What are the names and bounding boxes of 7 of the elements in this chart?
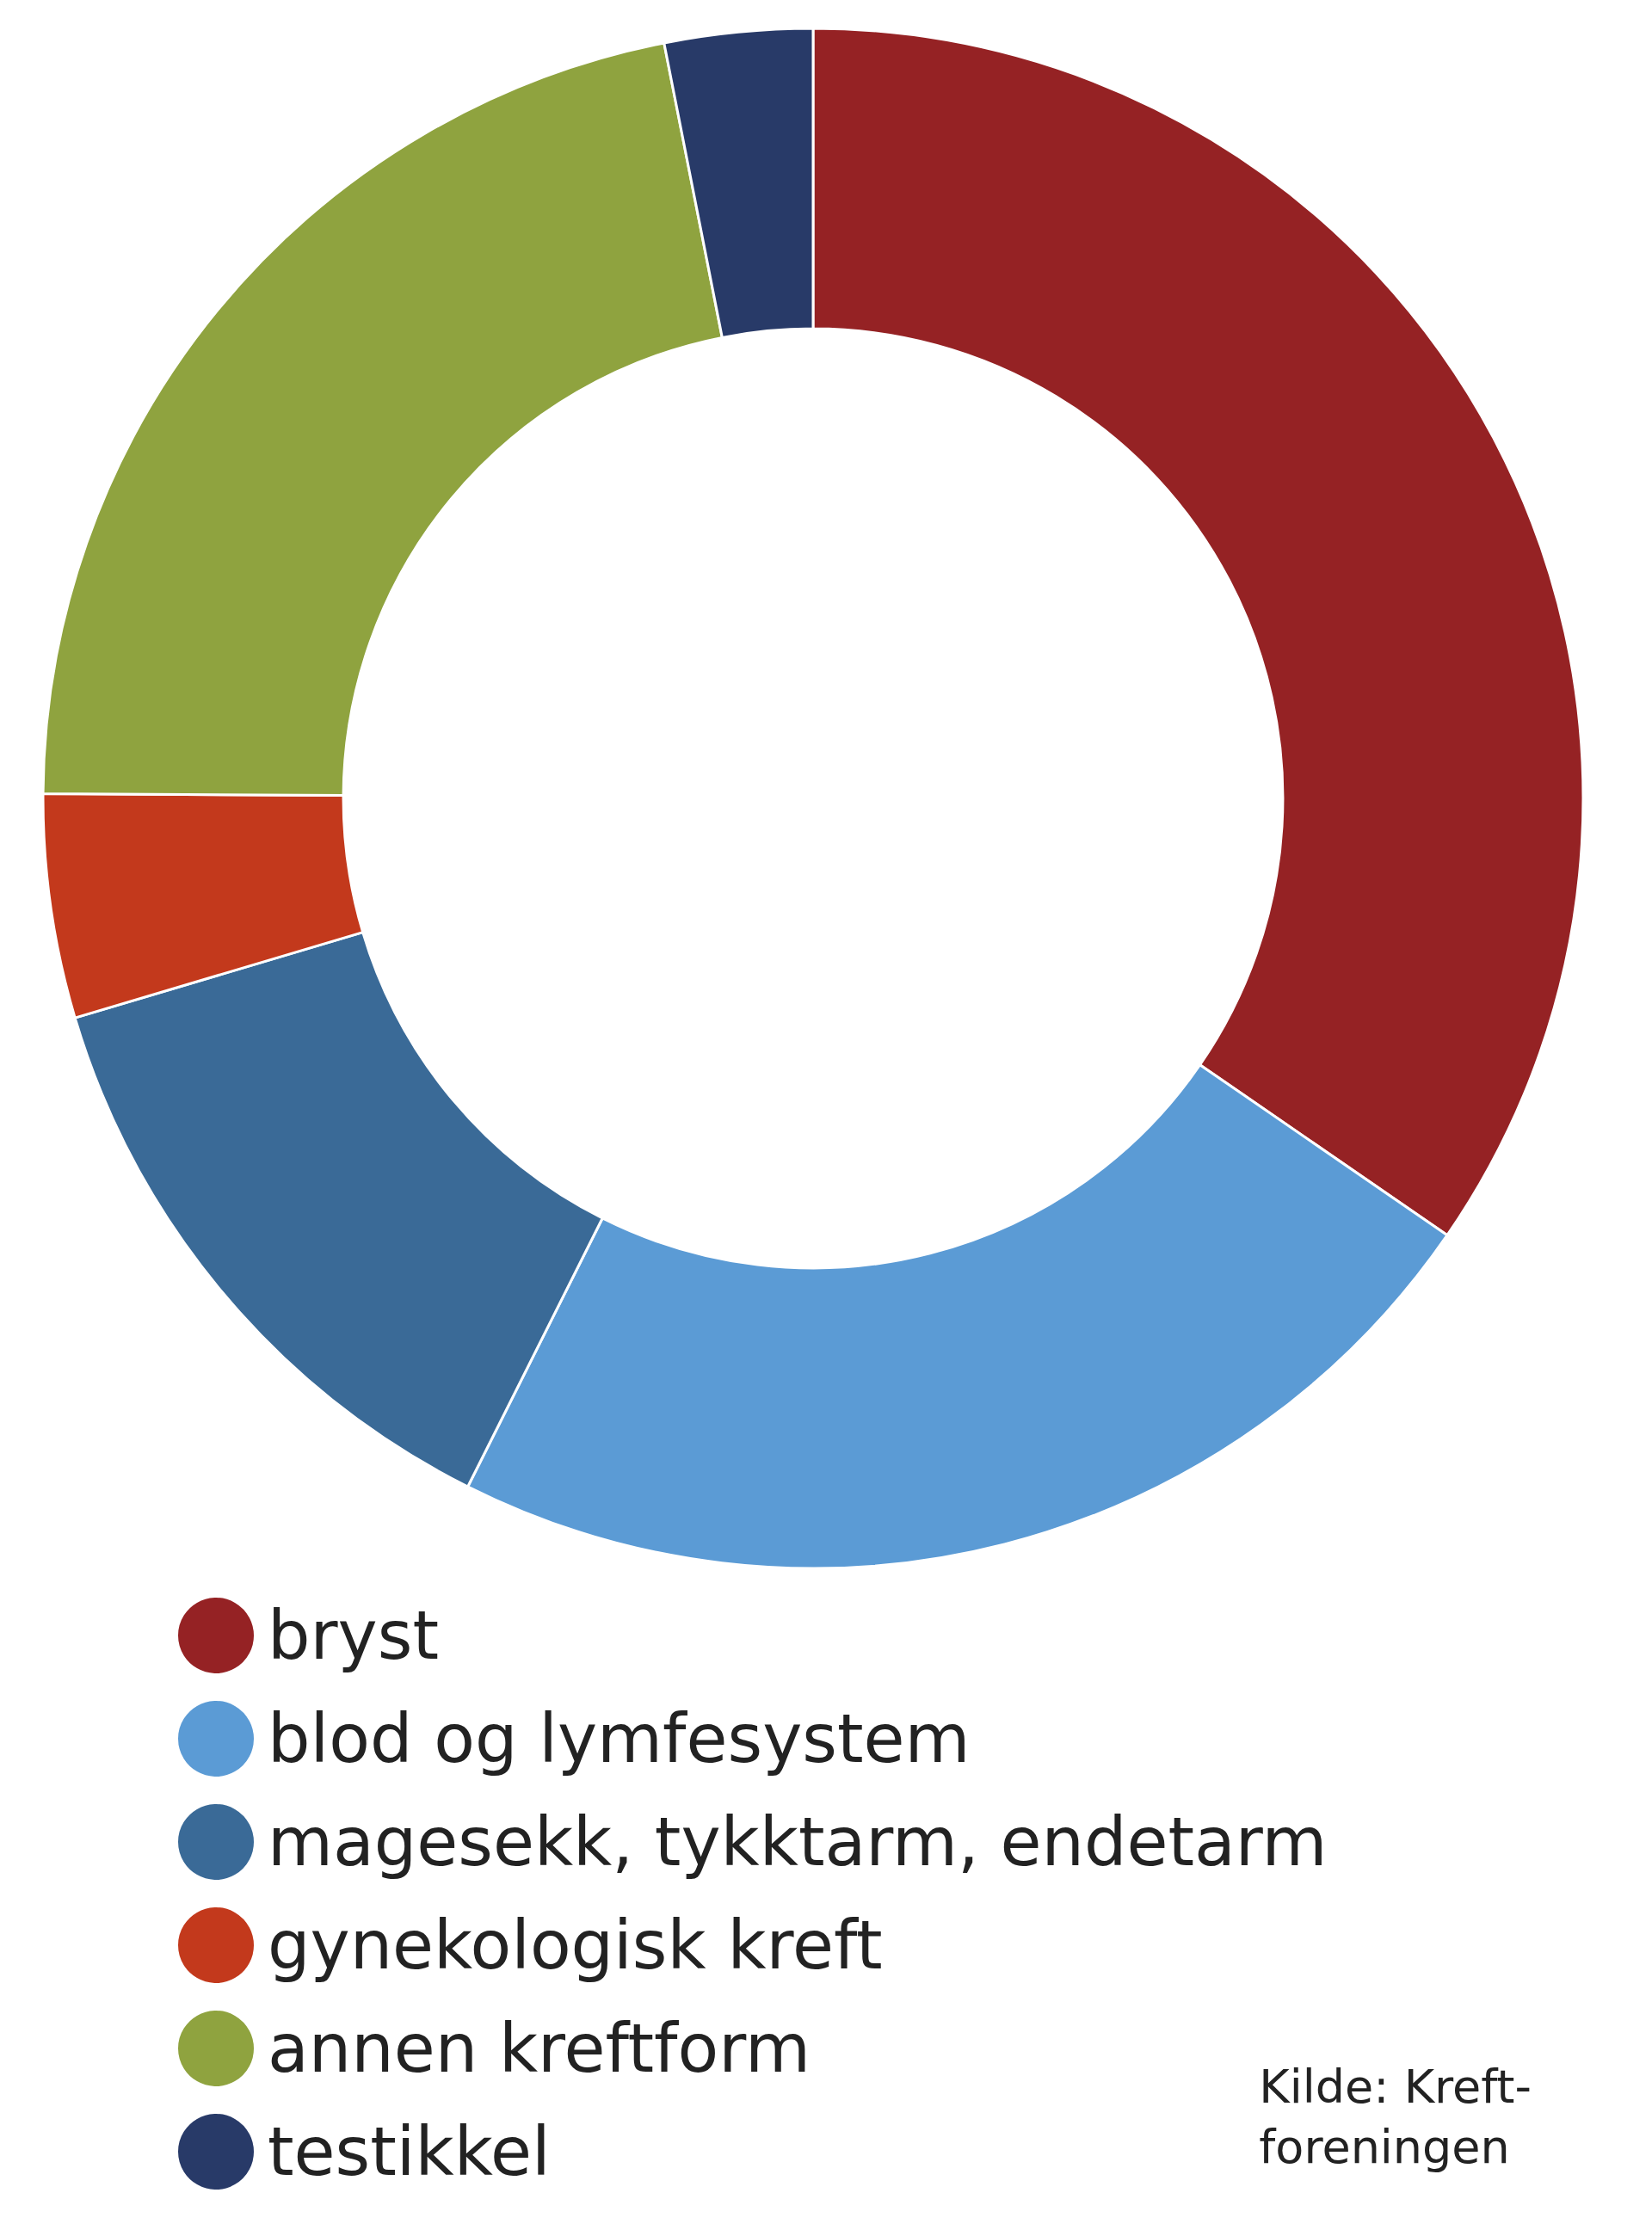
legend-label: blod og lymfesystem xyxy=(268,1700,971,1777)
legend-label: gynekologisk kreft xyxy=(268,1906,883,1984)
legend-label: bryst xyxy=(268,1597,439,1674)
legend-label: testikkel xyxy=(268,2113,551,2190)
legend-label: annen kreftform xyxy=(268,2010,811,2087)
legend-label: magesekk, tykktarm, endetarm xyxy=(268,1803,1328,1881)
text: Kilde: Kreft- foreningen xyxy=(1259,2059,1532,2174)
